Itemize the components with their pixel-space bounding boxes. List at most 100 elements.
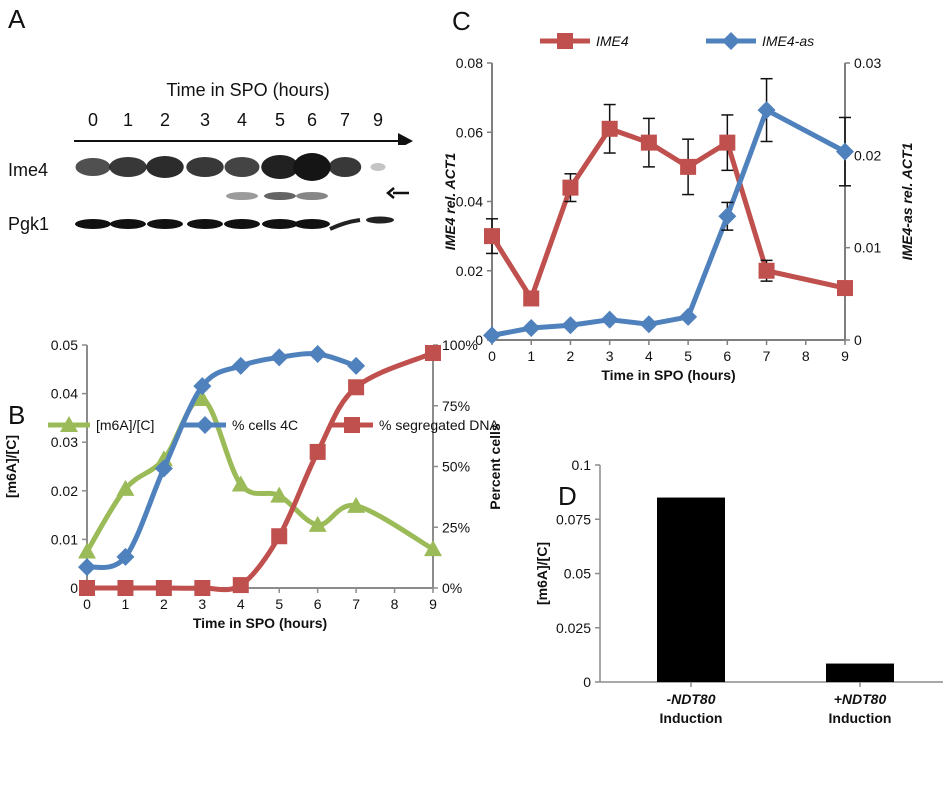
blot-band-pgk1: [294, 219, 330, 229]
panel-d-letter: D: [558, 481, 577, 511]
data-point-1: [154, 459, 173, 478]
data-point-0: [193, 389, 212, 406]
data-point-0: [523, 290, 540, 307]
y-axis-title: IME4 rel. ACT1: [442, 153, 458, 251]
x-tick-label: 4: [237, 596, 245, 612]
blot-lane-label: 3: [200, 110, 210, 130]
x-axis-title: Time in SPO (hours): [601, 367, 735, 383]
data-point-1: [78, 558, 96, 577]
data-point-1: [116, 547, 135, 566]
y-tick-label: 0.02: [456, 263, 483, 279]
legend-label-0: IME4: [596, 33, 629, 49]
panel-a: A Time in SPO (hours) 0 1 2 3 4 5 6 7 9 Ime4 Pgk…: [8, 4, 413, 250]
x-tick-label: 2: [567, 348, 575, 364]
data-point-2: [79, 580, 95, 596]
y-tick-label: 0.05: [51, 337, 78, 353]
blot-lane-label: 6: [307, 110, 317, 130]
chart-d: D 0 0.025 0.05 0.075 0.1 [m6A]/[C] -NDT80 Induc…: [534, 457, 943, 726]
series-line-0: [84, 396, 436, 555]
y-tick-label: 0.01: [51, 531, 78, 547]
y-tick-label: 0: [583, 674, 591, 690]
y-tick-label: 0.05: [564, 566, 591, 582]
blot-band-ime4: [109, 157, 147, 177]
data-point-0: [562, 179, 579, 196]
panel-a-letter: A: [8, 4, 26, 34]
y2-axis-title: IME4-as rel. ACT1: [899, 142, 915, 260]
y2-tick-label: 0: [854, 332, 862, 348]
blot-band-pgk1: [187, 219, 223, 229]
x-tick-label: 7: [763, 348, 771, 364]
data-point-1: [679, 307, 698, 326]
x-tick-label: Induction: [829, 710, 892, 726]
x-tick-label: 5: [275, 596, 283, 612]
blot-title: Time in SPO (hours): [166, 80, 329, 100]
y2-tick-label: 0.03: [854, 55, 881, 71]
x-tick-label: 3: [606, 348, 614, 364]
data-point-2: [232, 577, 249, 594]
panel-b-letter: B: [8, 400, 25, 430]
x-tick-label: Induction: [660, 710, 723, 726]
data-point-0: [116, 479, 135, 496]
x-tick-label: 5: [684, 348, 692, 364]
blot-lane-labels: 0 1 2 3 4 5 6 7 9: [88, 110, 383, 130]
data-point-1: [270, 348, 289, 367]
x-tick-label: 8: [391, 596, 399, 612]
legend-swatch-marker-1: [196, 416, 214, 434]
x-tick-label: 9: [429, 596, 437, 612]
blot-lane-label: 5: [275, 110, 285, 130]
data-point-2: [309, 443, 326, 460]
x-tick-label-italic: +NDT80: [834, 691, 887, 707]
blot-band-ime4: [75, 158, 111, 176]
data-point-1: [639, 315, 658, 334]
data-point-1: [522, 318, 541, 337]
x-tick-label: 7: [352, 596, 360, 612]
blot-row-label-ime4: Ime4: [8, 160, 48, 180]
data-point-0: [270, 486, 289, 503]
y-tick-label: 0: [475, 332, 483, 348]
blot-lane-label: 4: [237, 110, 247, 130]
y2-tick-label: 25%: [442, 519, 470, 535]
series-line-1: [489, 107, 848, 338]
data-point-0: [78, 542, 96, 559]
data-point-1: [600, 310, 619, 329]
legend-swatch-marker-1: [722, 32, 740, 50]
data-point-2: [425, 345, 441, 362]
y2-tick-label: 0%: [442, 580, 462, 596]
data-point-0: [640, 134, 657, 151]
blot-band-ime4: [186, 157, 224, 177]
data-point-1: [561, 316, 580, 335]
x-tick-label: 6: [723, 348, 731, 364]
x-tick-label: 1: [527, 348, 535, 364]
data-point-2: [348, 379, 365, 396]
y-tick-label: 0.075: [556, 511, 591, 527]
y-tick-label: 0.02: [51, 483, 78, 499]
legend-swatch-marker-2: [344, 417, 360, 433]
y2-axis-title: Percent cells: [487, 423, 503, 510]
blot-band-ime4: [261, 155, 299, 179]
y2-tick-label: 0.02: [854, 147, 881, 163]
blot-bands: [75, 153, 394, 231]
data-point-1: [718, 207, 737, 226]
data-point-0: [308, 515, 327, 532]
blot-arrow-indicator: [386, 187, 409, 199]
blot-band-ime4: [146, 156, 184, 178]
data-point-2: [117, 580, 134, 596]
blot-band-pgk1: [262, 219, 298, 229]
series-line-2: [84, 350, 436, 593]
blot-lane-label: 9: [373, 110, 383, 130]
x-tick-label: 8: [802, 348, 810, 364]
data-point-0: [719, 134, 736, 151]
data-point-2: [155, 580, 172, 596]
blot-band-ime4-modified: [264, 192, 296, 200]
series-line-0: [489, 126, 848, 301]
legend-label-0: [m6A]/[C]: [96, 417, 154, 433]
legend-swatch-marker-0: [60, 416, 78, 432]
blot-row-label-pgk1: Pgk1: [8, 214, 49, 234]
blot-band-ime4: [293, 153, 331, 181]
data-point-0: [231, 475, 250, 492]
x-tick-label-italic: -NDT80: [666, 691, 715, 707]
legend-label-2: % segregated DNA: [379, 417, 500, 433]
x-tick-label: 0: [83, 596, 91, 612]
blot-band-pgk1: [75, 219, 111, 229]
blot-lane-label: 2: [160, 110, 170, 130]
